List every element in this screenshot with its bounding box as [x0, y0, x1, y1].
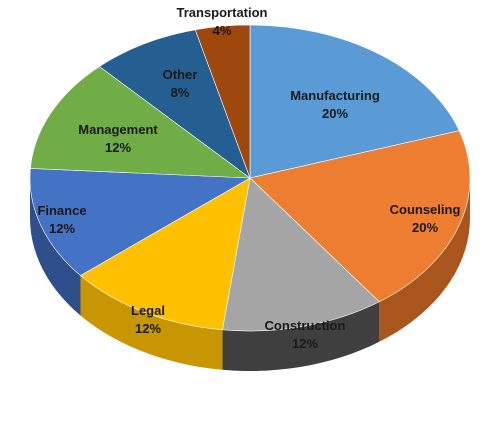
- slice-label-legal: Legal 12%: [131, 303, 165, 336]
- slice-value-label: 12%: [292, 336, 318, 351]
- slice-label-management: Management 12%: [78, 122, 158, 155]
- pie-sides: [30, 178, 470, 371]
- pie-slice-other: [98, 29, 251, 179]
- slice-value-label: 12%: [135, 321, 161, 336]
- slice-category-label: Counseling: [390, 202, 461, 217]
- pie-labels: Manufacturing 20% Counseling 20% Constructio…: [37, 5, 460, 351]
- pie-side-finance: [30, 178, 81, 316]
- pie-slice-legal: [79, 177, 251, 331]
- pie-side-counseling: [379, 178, 470, 342]
- pie-slice-management: [30, 66, 251, 179]
- slice-value-label: 8%: [171, 85, 190, 100]
- pie-slice-finance: [29, 168, 252, 276]
- slice-category-label: Legal: [131, 303, 165, 318]
- slice-category-label: Construction: [265, 318, 346, 333]
- slice-value-label: 20%: [412, 220, 438, 235]
- slice-category-label: Finance: [37, 203, 86, 218]
- pie-side-legal: [80, 275, 223, 370]
- slice-label-other: Other 8%: [163, 67, 198, 100]
- slice-value-label: 12%: [105, 140, 131, 155]
- slice-label-transportation: Transportation 4%: [176, 5, 267, 38]
- slice-value-label: 20%: [322, 106, 348, 121]
- slice-value-label: 4%: [213, 23, 232, 38]
- slice-label-construction: Construction 12%: [265, 318, 346, 351]
- pie-side-construction: [222, 301, 380, 371]
- slice-label-manufacturing: Manufacturing 20%: [290, 88, 380, 121]
- pie-slice-counseling: [249, 130, 471, 303]
- slice-value-label: 12%: [49, 221, 75, 236]
- pie-slice-manufacturing: [249, 24, 460, 179]
- pie-slices: [29, 24, 471, 332]
- slice-category-label: Other: [163, 67, 198, 82]
- slice-label-counseling: Counseling 20%: [390, 202, 461, 235]
- pie-slice-transportation: [194, 24, 251, 179]
- pie-slice-construction: [222, 177, 380, 332]
- slice-category-label: Transportation: [176, 5, 267, 20]
- slice-category-label: Management: [78, 122, 158, 137]
- slice-label-finance: Finance 12%: [37, 203, 86, 236]
- slice-category-label: Manufacturing: [290, 88, 380, 103]
